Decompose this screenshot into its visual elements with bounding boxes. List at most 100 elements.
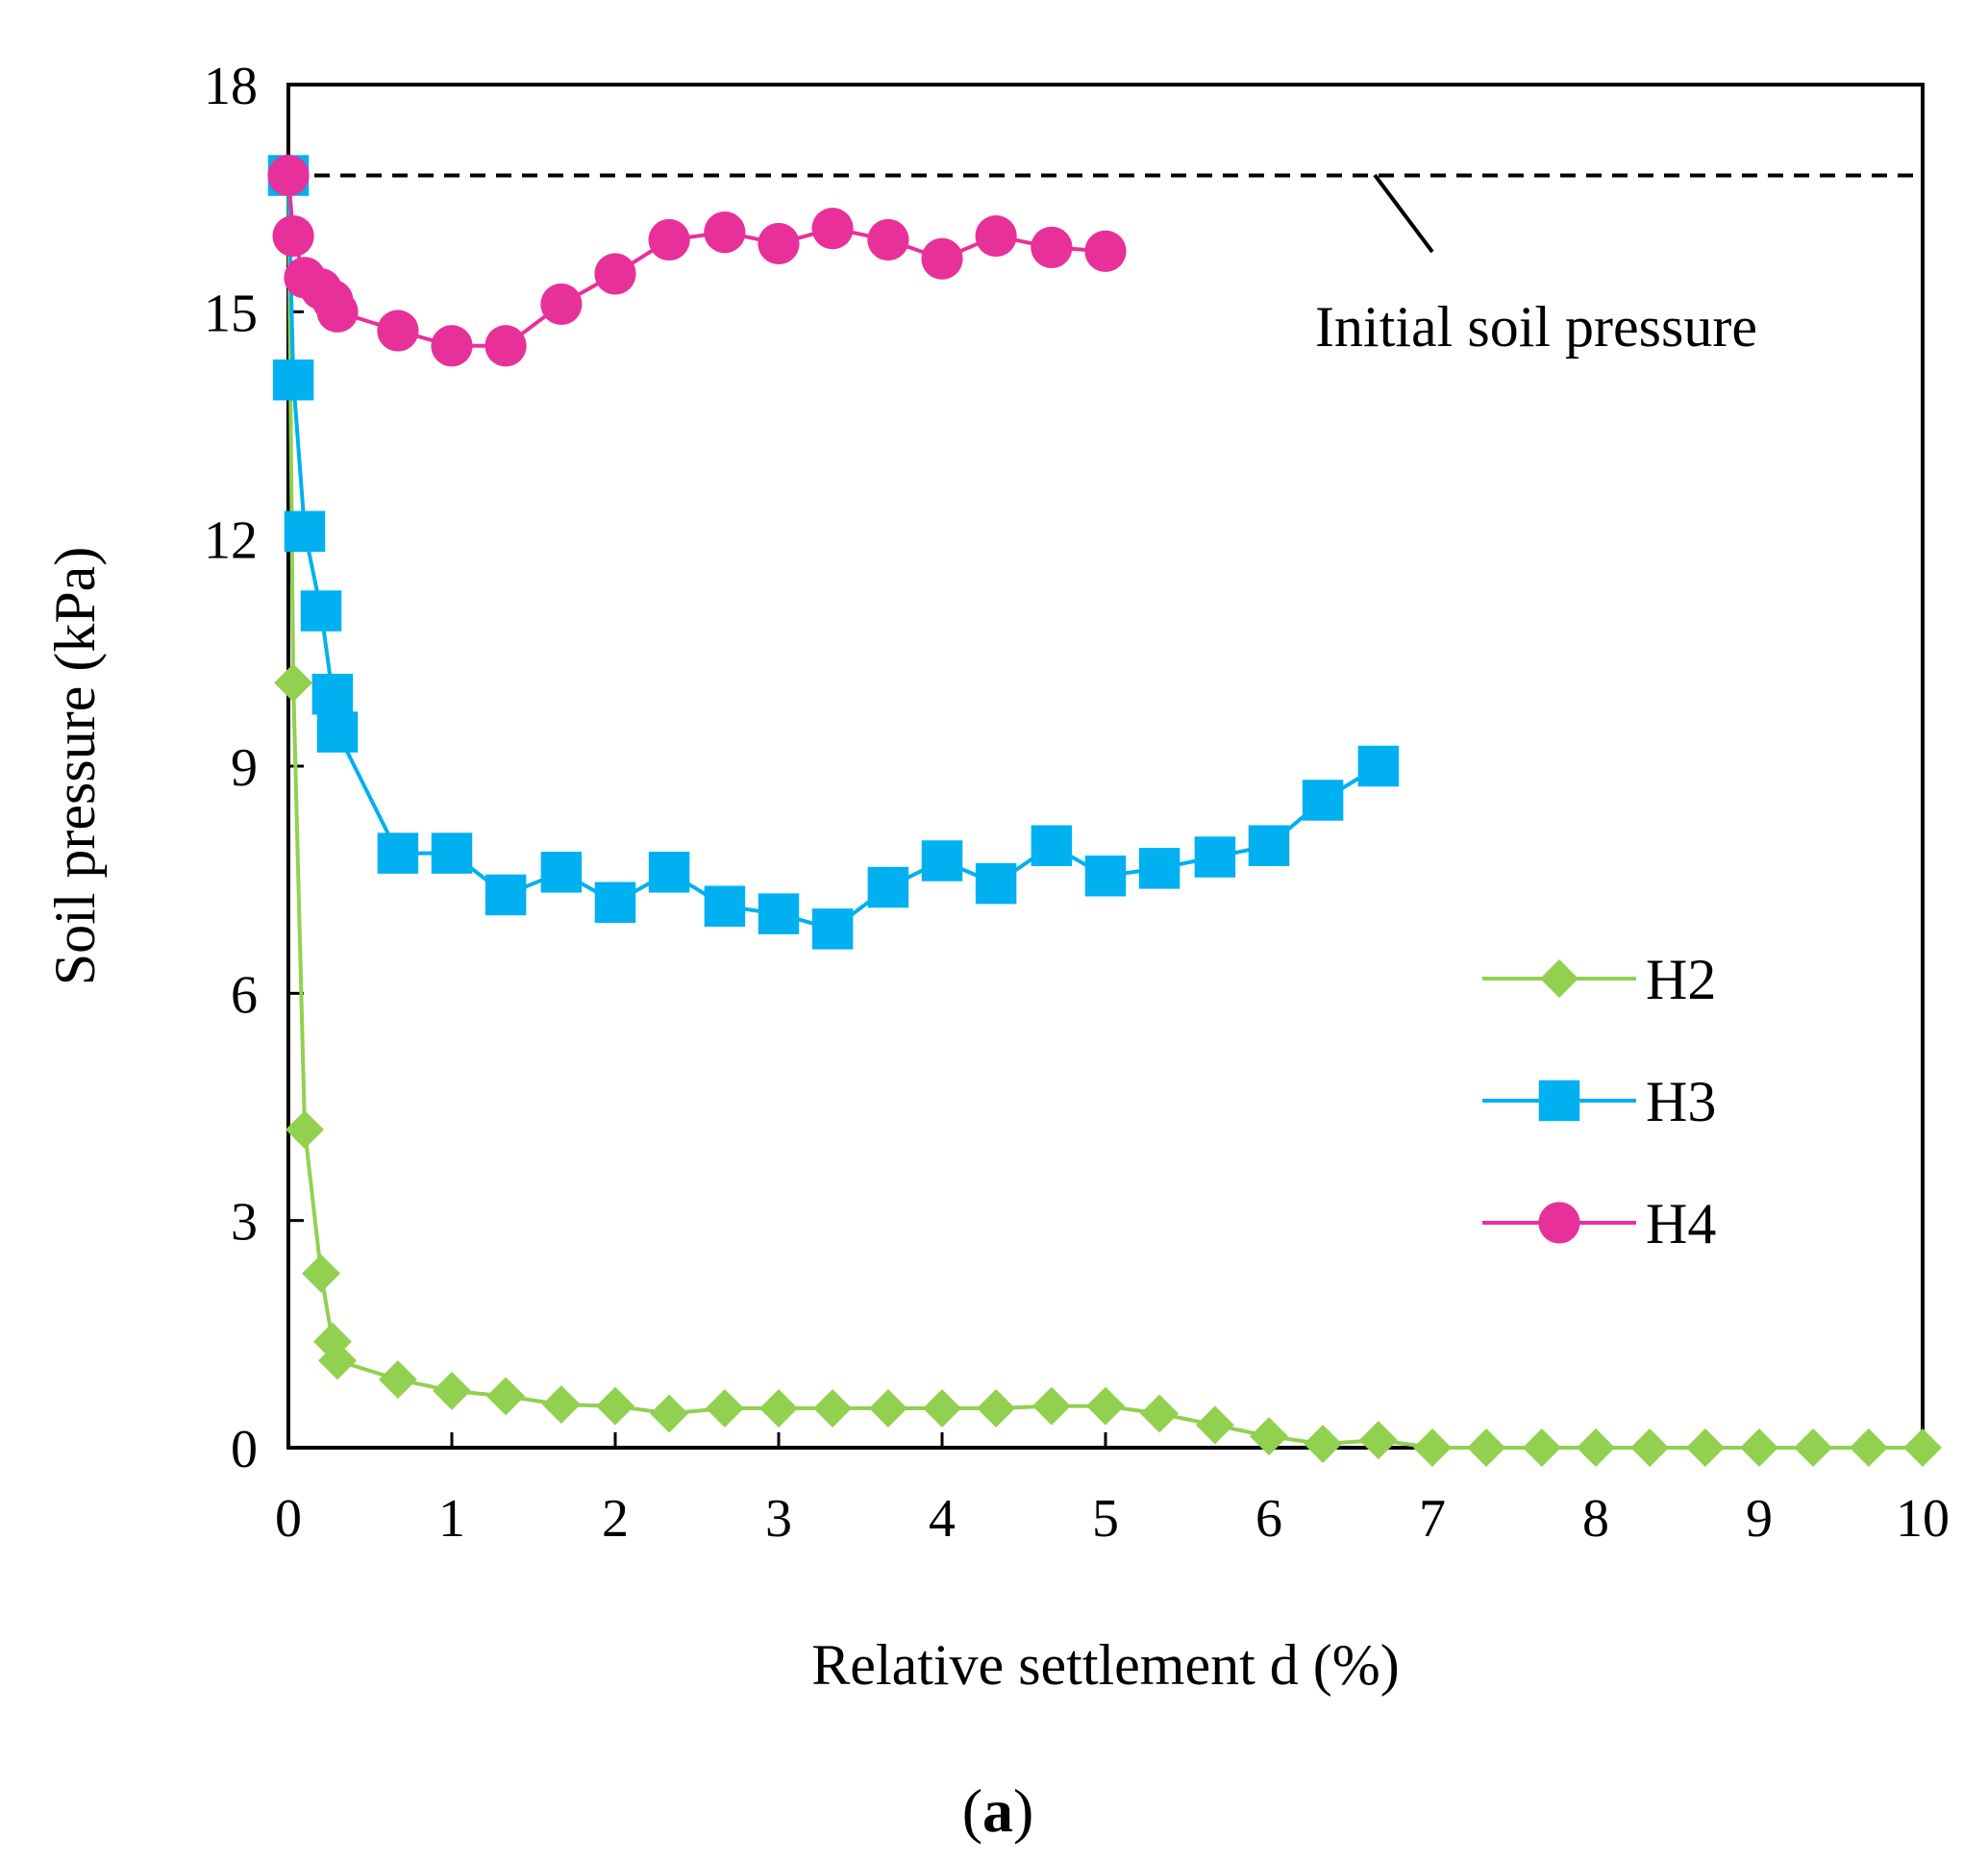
data-point-h2 xyxy=(1304,1425,1343,1464)
y-tick-label: 18 xyxy=(204,57,258,116)
data-point-h3 xyxy=(1084,855,1127,897)
data-point-h3 xyxy=(311,673,354,715)
legend-item-h2: H2 xyxy=(1482,948,1716,1011)
data-point-h4 xyxy=(1084,230,1127,272)
data-point-h2 xyxy=(1086,1386,1125,1426)
data-point-h2 xyxy=(1740,1428,1778,1467)
legend-item-h4: H4 xyxy=(1482,1192,1716,1255)
data-point-h4 xyxy=(540,283,583,326)
series-h3 xyxy=(267,155,1400,950)
data-point-h2 xyxy=(596,1386,634,1426)
data-point-h2 xyxy=(318,1341,357,1380)
data-point-h2 xyxy=(1031,1386,1071,1426)
figure-caption: (a) xyxy=(962,1776,1034,1845)
legend-label: H2 xyxy=(1646,948,1716,1011)
series-line-h2 xyxy=(286,175,1923,1450)
data-point-h2 xyxy=(650,1394,689,1433)
caption-close-paren: ) xyxy=(1013,1776,1033,1845)
x-tick-label: 10 xyxy=(1896,1489,1950,1549)
reference-line-group: Initial soil pressure xyxy=(288,173,1923,359)
y-tick-label: 3 xyxy=(231,1193,258,1253)
data-point-h4 xyxy=(267,154,310,197)
initial-pressure-label: Initial soil pressure xyxy=(1315,295,1757,359)
data-point-h3 xyxy=(431,832,473,874)
data-point-h2 xyxy=(312,1322,352,1361)
series-line-h3 xyxy=(286,175,1379,931)
legend-marker xyxy=(1540,959,1578,998)
data-point-h3 xyxy=(648,852,690,893)
y-tick-label: 12 xyxy=(204,511,258,571)
data-point-h3 xyxy=(272,359,314,401)
data-point-h4 xyxy=(272,214,314,258)
legend-marker xyxy=(1538,1202,1580,1244)
data-point-h2 xyxy=(868,1389,907,1428)
data-point-h2 xyxy=(1140,1394,1180,1433)
series-group xyxy=(267,154,1942,1467)
data-point-h4 xyxy=(648,218,690,261)
data-point-h3 xyxy=(704,885,746,927)
x-tick-label: 9 xyxy=(1746,1489,1773,1549)
legend-label: H3 xyxy=(1646,1070,1716,1133)
caption-letter: a xyxy=(982,1776,1013,1845)
data-point-h2 xyxy=(1413,1428,1452,1467)
data-point-h4 xyxy=(921,237,963,280)
series-h2 xyxy=(269,156,1942,1467)
caption-open-paren: ( xyxy=(962,1776,982,1845)
data-point-h4 xyxy=(704,211,746,254)
data-point-h2 xyxy=(378,1360,417,1400)
data-point-h3 xyxy=(377,832,419,874)
legend: H2 H3 H4 xyxy=(1482,948,1716,1255)
data-point-h2 xyxy=(486,1377,526,1416)
data-point-h2 xyxy=(1685,1428,1725,1467)
x-tick-label: 0 xyxy=(275,1489,302,1549)
data-point-h4 xyxy=(594,253,636,295)
data-point-h3 xyxy=(300,590,342,632)
x-tick-label: 6 xyxy=(1255,1489,1282,1549)
data-point-h4 xyxy=(867,218,909,261)
data-point-h4 xyxy=(316,290,359,333)
x-axis-ticks: 0 1 2 3 4 5 6 7 8 9 10 xyxy=(275,1432,1950,1549)
x-tick-label: 2 xyxy=(602,1489,629,1549)
data-point-h4 xyxy=(431,325,473,367)
x-tick-label: 5 xyxy=(1092,1489,1119,1549)
data-point-h4 xyxy=(758,222,800,265)
data-point-h2 xyxy=(1903,1428,1942,1467)
data-point-h4 xyxy=(485,325,527,367)
data-point-h4 xyxy=(975,214,1017,258)
y-tick-label: 0 xyxy=(231,1420,258,1479)
legend-item-h3: H3 xyxy=(1482,1070,1716,1133)
data-point-h3 xyxy=(1302,780,1344,821)
data-point-h2 xyxy=(541,1385,581,1425)
data-point-h3 xyxy=(485,874,527,916)
data-point-h3 xyxy=(758,893,800,934)
x-tick-label: 8 xyxy=(1582,1489,1609,1549)
data-point-h3 xyxy=(1138,848,1180,889)
data-point-h4 xyxy=(811,208,854,250)
data-point-h2 xyxy=(433,1371,471,1410)
data-point-h2 xyxy=(1522,1428,1561,1467)
legend-marker xyxy=(1538,1080,1580,1122)
series-h4 xyxy=(267,154,1127,367)
data-point-h2 xyxy=(1849,1428,1888,1467)
data-point-h2 xyxy=(1467,1428,1506,1467)
x-tick-label: 7 xyxy=(1419,1489,1446,1549)
data-point-h3 xyxy=(540,852,583,893)
x-tick-label: 1 xyxy=(438,1489,465,1549)
data-point-h2 xyxy=(1250,1417,1288,1456)
data-point-h3 xyxy=(1248,825,1290,866)
data-point-h3 xyxy=(594,881,636,924)
data-point-h3 xyxy=(867,866,909,908)
x-tick-label: 3 xyxy=(765,1489,792,1549)
data-point-h3 xyxy=(316,711,359,753)
x-tick-label: 4 xyxy=(929,1489,956,1549)
data-point-h2 xyxy=(813,1389,853,1428)
y-tick-label: 15 xyxy=(204,284,258,343)
data-point-h2 xyxy=(1358,1421,1398,1460)
y-axis-title: Soil pressure (kPa) xyxy=(43,547,107,986)
data-point-h2 xyxy=(705,1389,744,1428)
data-point-h2 xyxy=(1794,1428,1833,1467)
data-point-h3 xyxy=(1031,825,1073,866)
data-point-h3 xyxy=(921,840,963,881)
data-point-h2 xyxy=(1195,1405,1234,1445)
